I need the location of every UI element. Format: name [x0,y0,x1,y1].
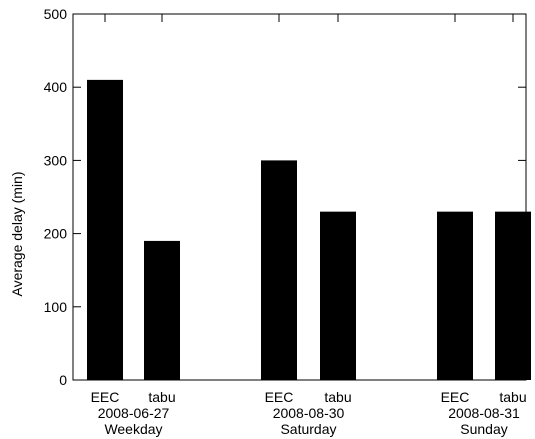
y-tick-label: 300 [44,152,68,168]
bars-layer [87,79,531,380]
bar-tabu-saturday [320,211,356,380]
axes-layer [72,13,527,381]
bar-eec-sunday [437,211,473,380]
bar-label: tabu [324,389,351,405]
group-date-label: 2008-08-31 [448,405,520,421]
bar-eec-saturday [261,160,297,380]
y-tick-label: 100 [44,299,68,315]
y-tick-label: 400 [44,79,68,95]
group-day-label: Sunday [460,421,507,437]
bar-label: EEC [441,389,470,405]
bar-label: tabu [148,389,175,405]
group-day-label: Saturday [280,421,336,437]
bar-label: tabu [499,389,526,405]
group-date-label: 2008-06-27 [98,405,170,421]
bar-tabu-sunday [495,211,531,380]
bar-tabu-weekday [144,240,180,380]
y-tick-label: 200 [44,226,68,242]
y-tick-label: 0 [59,372,67,388]
group-day-label: Weekday [104,421,162,437]
bar-label: EEC [91,389,120,405]
y-tick-label: 500 [44,6,68,22]
bar-eec-weekday [87,79,123,380]
group-date-label: 2008-08-30 [273,405,345,421]
plot-frame [72,13,527,381]
y-axis-title: Average delay (min) [9,171,25,296]
bar-label: EEC [265,389,294,405]
